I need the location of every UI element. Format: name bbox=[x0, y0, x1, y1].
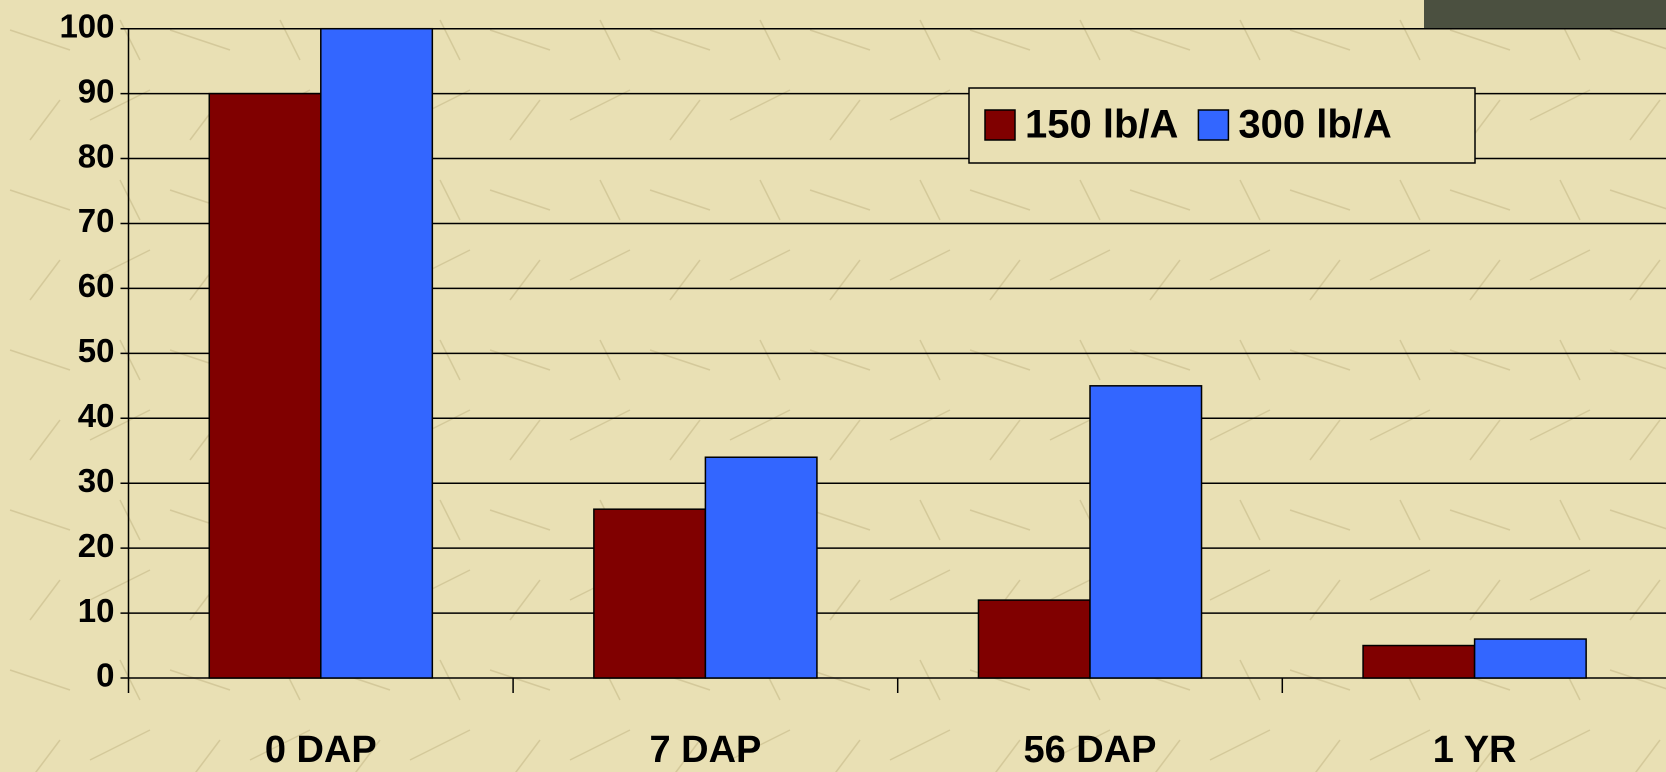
photo-corner bbox=[1424, 0, 1666, 28]
bar bbox=[594, 509, 706, 678]
bar bbox=[209, 94, 321, 678]
y-tick-label: 100 bbox=[59, 7, 114, 44]
y-tick-label: 10 bbox=[78, 592, 115, 629]
y-tick-label: 60 bbox=[78, 267, 115, 304]
bar bbox=[1363, 646, 1475, 678]
bar bbox=[705, 457, 817, 678]
legend-label: 300 lb/A bbox=[1238, 103, 1391, 147]
x-tick-label: 7 DAP bbox=[649, 729, 761, 771]
y-tick-label: 0 bbox=[96, 657, 114, 694]
y-tick-label: 70 bbox=[78, 202, 115, 239]
bar bbox=[321, 29, 433, 678]
bar bbox=[1475, 639, 1587, 678]
y-tick-label: 40 bbox=[78, 397, 115, 434]
page: 0 10 20 30 40 50 60 70 80 90 100 0 DAP 7 DAP 56 DAP 1 … bbox=[0, 0, 1666, 772]
y-tick-label: 50 bbox=[78, 332, 115, 369]
legend-swatch bbox=[1198, 110, 1228, 140]
x-tick-label: 0 DAP bbox=[265, 729, 377, 771]
y-tick-label: 80 bbox=[78, 137, 115, 174]
bar bbox=[978, 600, 1090, 678]
legend-swatch bbox=[985, 110, 1015, 140]
legend-label: 150 lb/A bbox=[1025, 103, 1178, 147]
y-tick-label: 90 bbox=[78, 72, 115, 109]
y-tick-label: 20 bbox=[78, 527, 115, 564]
x-tick-label: 1 YR bbox=[1433, 729, 1517, 771]
chart: 0 10 20 30 40 50 60 70 80 90 100 0 DAP 7 DAP 56 DAP 1 … bbox=[0, 0, 1666, 772]
bar bbox=[1090, 386, 1202, 678]
x-tick-label: 56 DAP bbox=[1023, 729, 1156, 771]
y-tick-label: 30 bbox=[78, 462, 115, 499]
